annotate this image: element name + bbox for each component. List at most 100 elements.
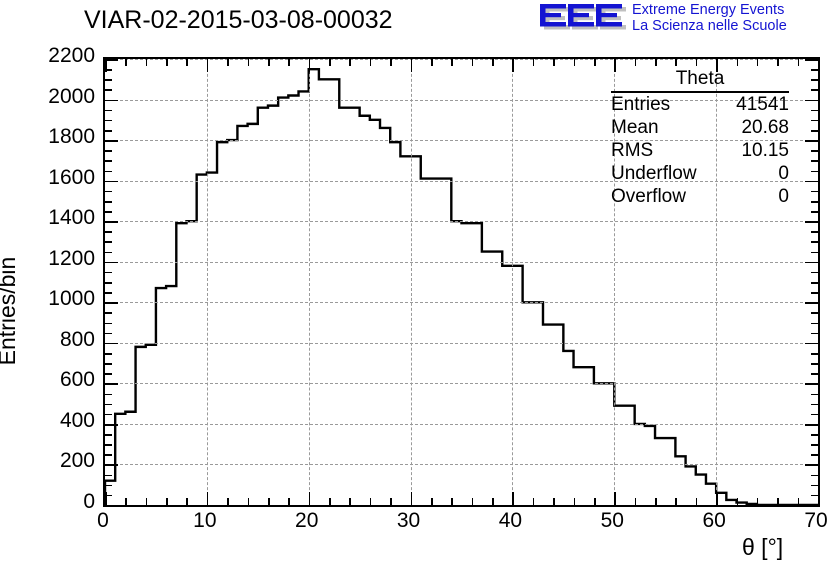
y-tick-right — [805, 383, 818, 385]
y-tick-label: 800 — [59, 327, 95, 351]
x-tick — [797, 498, 800, 505]
y-tick-right — [811, 251, 818, 254]
y-tick-label: 1400 — [48, 206, 95, 230]
y-tick-right — [811, 454, 818, 456]
y-tick-right — [805, 302, 818, 304]
x-tick-top — [308, 59, 311, 72]
x-tick-top — [227, 59, 229, 66]
y-tick-label: 2000 — [48, 84, 95, 108]
y-tick-label: 0 — [83, 490, 95, 513]
y-tick-right — [811, 474, 818, 477]
x-tick-top — [451, 59, 453, 66]
x-tick-label: 50 — [600, 509, 624, 532]
x-tick-top — [206, 59, 209, 72]
y-tick-right — [811, 129, 818, 132]
x-tick — [736, 498, 739, 505]
x-tick — [777, 498, 779, 505]
y-tick — [105, 261, 118, 264]
y-tick-label: 1200 — [48, 246, 95, 270]
x-tick — [267, 498, 270, 505]
x-tick-top — [675, 59, 677, 66]
eee-logo-text: Extreme Energy Events La Scienza nelle S… — [632, 2, 787, 34]
y-tick — [105, 109, 112, 112]
x-tick — [471, 498, 474, 505]
gridline-vertical — [308, 59, 310, 505]
stats-box-title: Theta — [611, 68, 789, 93]
x-tick-top — [186, 59, 189, 66]
x-tick-top — [288, 59, 290, 66]
stats-row-key: Overflow — [611, 186, 686, 207]
x-tick-label: 10 — [193, 509, 217, 532]
y-tick — [105, 352, 112, 355]
y-tick-right — [811, 403, 818, 406]
y-tick-right — [811, 434, 818, 436]
x-tick — [451, 498, 453, 505]
x-tick — [329, 498, 331, 505]
stats-row-key: Mean — [611, 117, 659, 138]
gridline-horizontal — [105, 59, 818, 60]
y-tick-right — [811, 332, 818, 335]
gridline-vertical — [512, 59, 514, 505]
y-tick — [105, 251, 112, 254]
x-axis-title: θ [°] — [742, 534, 784, 560]
y-axis-title: Entries/bin — [0, 256, 20, 366]
x-tick — [573, 498, 576, 505]
y-tick-right — [811, 200, 818, 203]
y-tick-right — [811, 190, 818, 193]
y-tick-right — [805, 140, 818, 142]
y-tick-right — [811, 79, 818, 81]
y-tick — [105, 413, 112, 416]
y-tick — [105, 434, 112, 436]
y-tick — [105, 89, 112, 91]
y-tick-right — [811, 484, 818, 487]
x-tick — [634, 498, 637, 505]
x-tick-top — [736, 59, 739, 66]
y-tick — [105, 454, 112, 456]
x-tick — [716, 492, 718, 505]
y-tick-right — [805, 342, 818, 345]
x-tick-top — [390, 59, 392, 66]
x-tick — [553, 498, 555, 505]
gridline-horizontal — [105, 180, 818, 182]
x-tick-label: 20 — [295, 509, 319, 532]
y-tick-right — [811, 109, 818, 112]
y-tick — [105, 150, 112, 152]
stats-box: Theta Entries 41541 Mean 20.68 RMS 10.15 Under… — [611, 68, 789, 208]
stats-row-value: 10.15 — [741, 140, 789, 161]
x-tick-top — [267, 59, 270, 66]
y-tick — [105, 332, 112, 335]
y-tick-right — [805, 221, 818, 223]
y-tick — [105, 180, 118, 183]
stats-row-value: 20.68 — [741, 117, 789, 138]
x-tick-top — [614, 59, 616, 72]
y-tick-right — [811, 322, 818, 325]
y-tick-right — [811, 170, 818, 173]
x-tick — [410, 492, 413, 505]
x-tick-top — [125, 59, 127, 66]
stats-box-rows: Entries 41541 Mean 20.68 RMS 10.15 Underflow 0 O… — [611, 93, 789, 208]
y-tick — [105, 221, 118, 223]
x-tick-top — [634, 59, 637, 66]
x-tick-label: 70 — [804, 509, 828, 532]
y-tick — [105, 484, 112, 487]
x-tick-top — [695, 59, 698, 66]
page-title: VIAR-02-2015-03-08-00032 — [84, 6, 393, 34]
y-tick — [105, 200, 112, 203]
x-tick — [227, 498, 229, 505]
y-tick — [105, 160, 112, 162]
x-tick-top — [329, 59, 331, 66]
gridline-horizontal — [105, 221, 818, 223]
x-tick-top — [573, 59, 576, 66]
y-tick-right — [811, 413, 818, 416]
gridline-vertical — [410, 59, 412, 505]
x-tick — [247, 498, 250, 505]
stats-row: Entries 41541 — [611, 93, 789, 116]
gridline-horizontal — [105, 302, 818, 304]
y-tick — [105, 79, 112, 81]
y-tick-right — [811, 271, 818, 274]
gridline-horizontal — [105, 423, 818, 425]
y-tick — [105, 190, 112, 193]
x-tick — [349, 498, 352, 505]
y-tick-right — [805, 180, 818, 183]
y-tick-right — [805, 423, 818, 426]
